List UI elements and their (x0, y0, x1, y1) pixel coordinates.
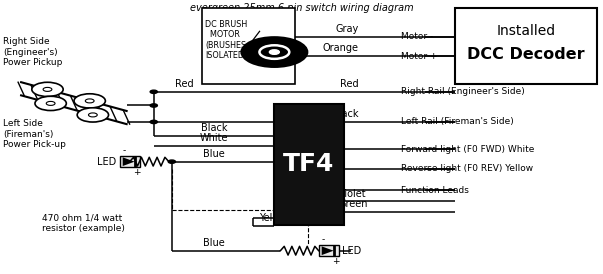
Circle shape (241, 37, 308, 67)
Text: Left Rail (Fireman's Side): Left Rail (Fireman's Side) (401, 118, 514, 126)
Bar (455, 8, 597, 84)
Circle shape (46, 101, 55, 105)
Circle shape (85, 99, 94, 103)
Circle shape (35, 96, 66, 110)
Text: +: + (133, 168, 140, 177)
Text: TF4: TF4 (283, 152, 335, 176)
Text: Motor +: Motor + (401, 52, 438, 61)
Text: Blue: Blue (203, 149, 225, 159)
Circle shape (270, 50, 279, 54)
Circle shape (150, 104, 157, 107)
Bar (119, 156, 139, 167)
Text: DCC Decoder: DCC Decoder (467, 47, 585, 62)
Text: Yellow: Yellow (259, 213, 289, 223)
Text: -: - (123, 146, 126, 155)
Polygon shape (321, 246, 333, 255)
Text: Reverse light (F0 REV) Yellow: Reverse light (F0 REV) Yellow (401, 164, 533, 173)
Text: 470 ohm 1/4 watt
resistor (example): 470 ohm 1/4 watt resistor (example) (42, 214, 125, 233)
Circle shape (32, 82, 63, 96)
Circle shape (43, 87, 52, 92)
Circle shape (150, 120, 157, 124)
Text: Orange: Orange (323, 44, 359, 53)
Circle shape (150, 90, 157, 93)
Circle shape (77, 108, 109, 122)
Text: Gray: Gray (335, 24, 359, 34)
Circle shape (89, 113, 97, 117)
Text: LED: LED (98, 157, 116, 167)
Text: Red: Red (340, 79, 359, 89)
Text: DC BRUSH
  MOTOR
(BRUSHES
ISOLATED): DC BRUSH MOTOR (BRUSHES ISOLATED) (205, 20, 247, 60)
Polygon shape (122, 157, 134, 166)
Text: -: - (322, 235, 325, 244)
Text: Green: Green (338, 199, 367, 209)
Text: LED: LED (341, 246, 361, 256)
Text: Red: Red (175, 79, 193, 89)
Text: Left Side
(Fireman's)
Power Pick-up: Left Side (Fireman's) Power Pick-up (3, 119, 66, 149)
Circle shape (74, 94, 106, 108)
Text: Right Side
(Engineer's)
Power Pickup: Right Side (Engineer's) Power Pickup (3, 37, 62, 67)
Text: Installed: Installed (496, 24, 556, 38)
Text: Motor -: Motor - (401, 33, 433, 41)
Text: White: White (200, 133, 229, 143)
Circle shape (168, 160, 175, 163)
Text: Forward light (F0 FWD) White: Forward light (F0 FWD) White (401, 145, 534, 154)
Circle shape (259, 45, 289, 59)
Text: Black: Black (201, 123, 227, 133)
Text: Function Leads: Function Leads (401, 186, 469, 195)
Text: Blue: Blue (203, 238, 225, 248)
Text: Violet: Violet (339, 189, 367, 199)
Text: Black: Black (332, 109, 359, 119)
Bar (274, 104, 344, 225)
Text: +: + (332, 257, 339, 266)
Text: evergreen 25mm 6 pin switch wiring diagram: evergreen 25mm 6 pin switch wiring diagr… (190, 3, 413, 13)
Bar (202, 8, 295, 84)
Text: Right Rail (Engineer's Side): Right Rail (Engineer's Side) (401, 87, 525, 96)
Bar (318, 245, 339, 256)
